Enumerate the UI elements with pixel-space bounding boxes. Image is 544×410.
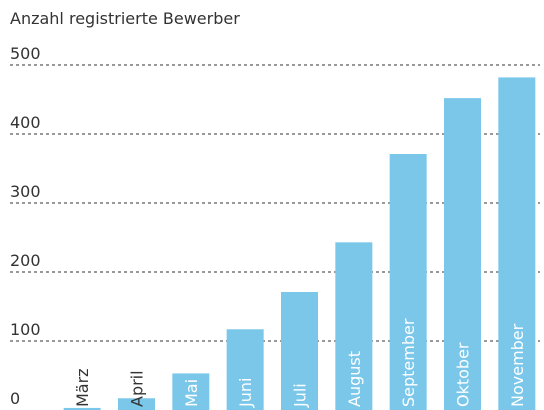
x-tick-label: Oktober xyxy=(454,342,473,407)
y-tick-label: 100 xyxy=(10,320,41,339)
x-tick-label: März xyxy=(73,368,92,407)
x-tick-label: August xyxy=(345,351,364,407)
y-tick-label: 500 xyxy=(10,44,41,63)
y-tick-label: 200 xyxy=(10,251,41,270)
bar xyxy=(226,329,264,410)
y-tick-label: 300 xyxy=(10,182,41,201)
x-tick-label: September xyxy=(399,318,418,407)
bar xyxy=(498,77,536,410)
bar xyxy=(172,373,210,410)
x-tick-label: April xyxy=(128,370,147,407)
y-tick-label: 0 xyxy=(10,389,20,408)
x-tick-label: Juni xyxy=(236,378,255,408)
bar xyxy=(444,98,481,410)
x-tick-label: Juli xyxy=(291,383,310,408)
bar xyxy=(63,407,101,410)
chart-title: Anzahl registrierte Bewerber xyxy=(10,9,240,28)
bar xyxy=(389,154,427,410)
x-tick-label: November xyxy=(508,323,527,407)
bar xyxy=(335,242,373,410)
y-tick-label: 400 xyxy=(10,113,41,132)
bar xyxy=(281,292,318,410)
x-tick-label: Mai xyxy=(182,379,201,407)
bar xyxy=(118,398,155,410)
